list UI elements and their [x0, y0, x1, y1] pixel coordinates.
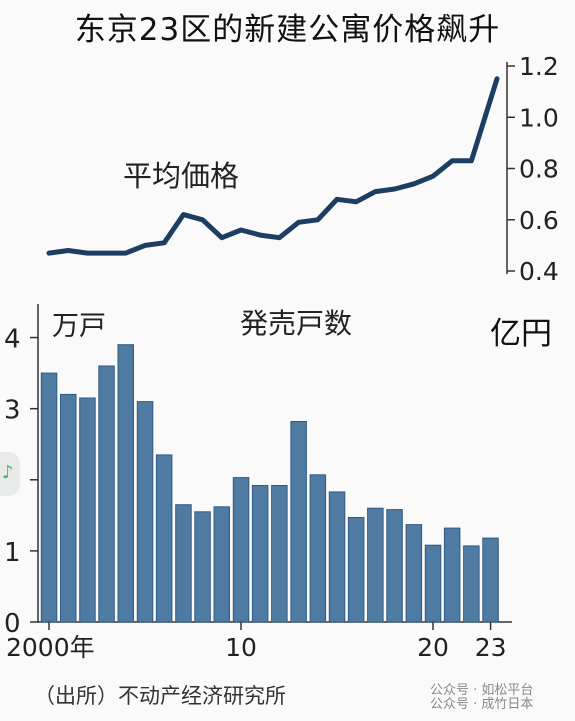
- price-unit-label: 亿円: [490, 316, 552, 352]
- sales-bar: [386, 509, 403, 623]
- sales-x-tick-label: 2000年: [6, 633, 95, 662]
- sales-bar: [117, 344, 134, 623]
- sales-y-tick-label: 3: [4, 396, 21, 426]
- sales-bar: [136, 401, 154, 623]
- sales-bar: [251, 485, 269, 623]
- sales-bar: [213, 506, 230, 623]
- sales-bar: [309, 474, 327, 623]
- sales-bar: [79, 397, 96, 623]
- sales-x-tick-label: 23: [475, 633, 507, 662]
- sales-bar: [367, 507, 384, 623]
- watermark-line: 公众号 · 成竹日本: [430, 697, 534, 712]
- sales-bar: [482, 537, 499, 623]
- price-panel-title: 平均価格: [123, 159, 239, 193]
- watermark-line: 公众号 · 如松平台: [430, 683, 534, 698]
- sales-y-tick-label: 0: [4, 609, 21, 639]
- sales-x-tick-label: 20: [417, 633, 449, 662]
- price-series-line: [46, 76, 500, 256]
- source-note: （出所）不动产经济研究所: [34, 684, 286, 708]
- sales-bar: [347, 517, 365, 623]
- price-y-tick-label: 0.4: [519, 257, 559, 286]
- price-y-tick-label: 1.2: [519, 52, 559, 81]
- sales-bar: [40, 372, 58, 623]
- sales-y-tick-label: 4: [4, 325, 21, 355]
- sales-bar: [424, 544, 442, 623]
- sales-bar: [60, 393, 77, 623]
- price-y-tick-label: 1.0: [519, 103, 559, 132]
- sales-bar: [98, 365, 115, 623]
- sales-x-tick-label: 10: [225, 633, 257, 662]
- sales-unit-label: 万戸: [52, 311, 106, 342]
- watermark: 公众号 · 如松平台 公众号 · 成竹日本: [430, 684, 533, 712]
- sales-bar: [232, 477, 250, 623]
- price-y-tick-label: 0.8: [519, 155, 559, 184]
- sales-bar: [443, 527, 461, 623]
- music-note-icon: ♪: [2, 462, 14, 483]
- sales-bar: [175, 504, 192, 623]
- sales-bar: [271, 485, 288, 623]
- price-line-panel: 0.4 0.6 0.8 1.0 1.2 平均価格 亿円: [46, 52, 559, 352]
- sales-panel-title: 発売戸数: [240, 307, 352, 340]
- side-floating-badge[interactable]: ♪: [0, 452, 20, 496]
- sales-y-tick-label: 1: [4, 538, 21, 568]
- sales-bar: [194, 511, 211, 623]
- price-y-tick-label: 0.6: [519, 206, 559, 235]
- sales-bar: [290, 421, 307, 623]
- chart-headline: 东京23区的新建公寓价格飙升: [74, 12, 501, 48]
- sales-bar: [405, 524, 423, 623]
- sales-bar: [155, 454, 173, 623]
- sales-bar: [463, 545, 480, 623]
- sales-bar: [328, 491, 346, 623]
